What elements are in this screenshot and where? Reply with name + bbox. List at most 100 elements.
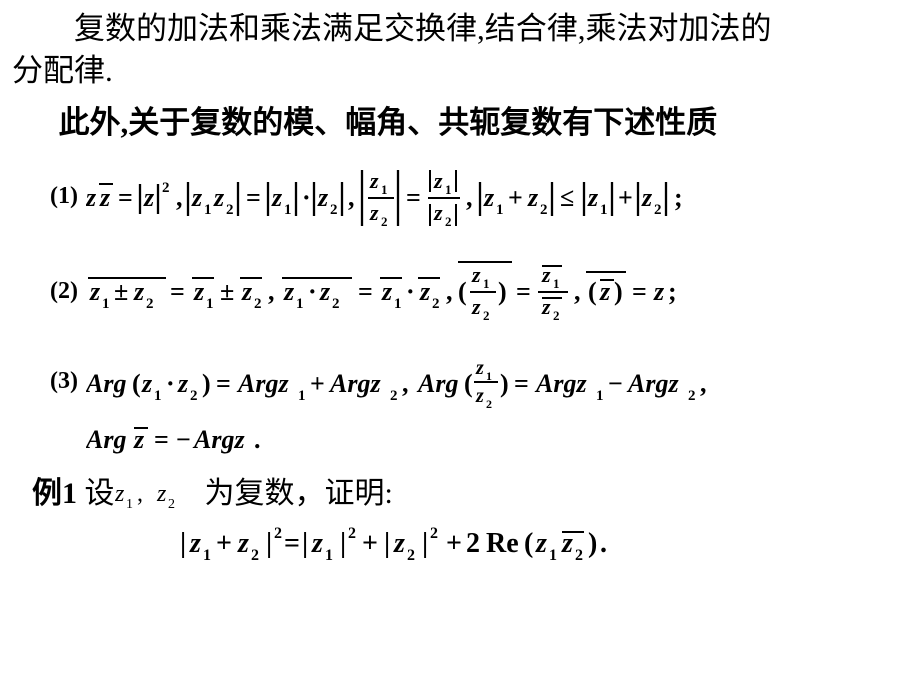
svg-text:2: 2 (483, 308, 490, 323)
svg-text:,: , (137, 481, 143, 507)
svg-text:Argz: Argz (192, 425, 245, 454)
example-setup: 例1 设 z 1 , z 2 为复数，证明: (0, 464, 920, 515)
svg-text:z: z (599, 277, 611, 306)
example-setup-before: 设 (77, 477, 115, 510)
svg-text:·: · (308, 277, 317, 306)
svg-text:2: 2 (430, 525, 438, 542)
svg-text:2: 2 (330, 202, 338, 218)
svg-text:2: 2 (251, 547, 259, 564)
svg-text:·: · (406, 277, 415, 306)
svg-text:+: + (446, 528, 462, 559)
svg-text:+: + (362, 528, 378, 559)
svg-text:1: 1 (206, 296, 214, 312)
svg-text:1: 1 (298, 388, 306, 404)
svg-text:Argz: Argz (328, 369, 381, 398)
svg-text:2: 2 (575, 547, 583, 564)
svg-text:z: z (191, 183, 203, 212)
svg-text:,: , (348, 183, 355, 212)
svg-text:z: z (99, 183, 111, 212)
intro-line2: 分配律. (0, 50, 920, 98)
svg-text:,: , (700, 369, 707, 398)
svg-text:−: − (176, 425, 191, 454)
svg-text:1: 1 (204, 202, 212, 218)
svg-text:z: z (193, 277, 205, 306)
svg-text:2: 2 (254, 296, 262, 312)
svg-text:2: 2 (390, 388, 398, 404)
svg-text:2: 2 (190, 388, 198, 404)
svg-text:1: 1 (553, 276, 560, 291)
svg-text:1: 1 (154, 388, 162, 404)
svg-text:Arg: Arg (416, 369, 458, 398)
svg-text:z: z (541, 262, 551, 287)
svg-text:z: z (311, 528, 323, 559)
svg-text:z: z (641, 183, 653, 212)
svg-text:z: z (535, 528, 547, 559)
svg-text:1: 1 (381, 182, 388, 197)
property-2-formula: z 1 ± z 2 = z 1 ± z 2 , z 1 · z 2 = z 1 … (86, 256, 856, 328)
svg-text:Arg: Arg (86, 369, 126, 398)
svg-text:1: 1 (284, 202, 292, 218)
property-2-row: (2) z 1 ± z 2 = z 1 ± z 2 , z 1 · z 2 = (0, 244, 920, 340)
svg-text:z: z (471, 262, 481, 287)
svg-text:=: = (632, 277, 647, 306)
svg-text:z: z (156, 481, 167, 507)
svg-text:z: z (283, 277, 295, 306)
svg-text:): ) (500, 369, 509, 398)
svg-text:.: . (600, 528, 607, 559)
intro-line1: 复数的加法和乘法满足交换律,结合律,乘法对加法的 (0, 0, 920, 50)
property-1-formula: z z = z 2 , z 1 z 2 = z 1 · z 2 , (86, 162, 856, 232)
svg-text:=: = (246, 183, 261, 212)
svg-text:z: z (561, 528, 573, 559)
svg-text:z: z (475, 357, 484, 379)
example-label: 例1 (32, 477, 77, 510)
svg-text:2: 2 (553, 308, 560, 323)
svg-text:1: 1 (596, 388, 604, 404)
svg-text:z: z (189, 528, 201, 559)
svg-text:2: 2 (654, 202, 662, 218)
svg-text:|: | (340, 528, 346, 559)
svg-text:+: + (310, 369, 325, 398)
svg-text:±: ± (114, 277, 128, 306)
svg-text:z: z (319, 277, 331, 306)
svg-text:z: z (141, 369, 153, 398)
property-2-label: (2) (50, 275, 78, 307)
svg-text:z: z (381, 277, 393, 306)
svg-text:1: 1 (483, 276, 490, 291)
property-3-row: (3) Arg ( z 1 · z 2 ) = Argz 1 + Argz 2 … (0, 340, 920, 414)
svg-text:.: . (254, 425, 261, 454)
property-3-formula-line2: Arg z = − Argz . (86, 416, 386, 460)
svg-text:z: z (317, 183, 329, 212)
svg-text:=: = (216, 369, 231, 398)
example-z1z2: z 1 , z 2 (115, 481, 205, 511)
svg-text:z: z (241, 277, 253, 306)
svg-text:2: 2 (540, 202, 548, 218)
svg-text:=: = (154, 425, 169, 454)
example-claim-formula: | z 1 + z 2 | 2 = | z 1 | 2 + | z 2 | 2 … (180, 520, 740, 566)
svg-text:z: z (541, 294, 551, 319)
svg-text:z: z (433, 200, 443, 225)
svg-text:z: z (133, 425, 145, 454)
svg-text:·: · (166, 369, 175, 398)
svg-text:;: ; (674, 183, 683, 212)
svg-text:): ) (202, 369, 211, 398)
svg-text:Arg: Arg (86, 425, 126, 454)
svg-text:|: | (384, 528, 390, 559)
svg-text:−: − (608, 369, 623, 398)
svg-text:1: 1 (203, 547, 211, 564)
svg-text:z: z (471, 294, 481, 319)
svg-text:=: = (516, 277, 531, 306)
svg-text:z: z (393, 528, 405, 559)
svg-text:z: z (86, 183, 97, 212)
svg-text:;: ; (668, 277, 677, 306)
svg-text:=: = (118, 183, 133, 212)
svg-text:2: 2 (407, 547, 415, 564)
svg-text:|: | (302, 528, 308, 559)
svg-text:=: = (284, 528, 300, 559)
svg-text:z: z (115, 481, 125, 507)
svg-text:z: z (369, 168, 379, 193)
svg-text:): ) (614, 277, 623, 306)
svg-text:1: 1 (445, 182, 452, 197)
svg-text:(: ( (464, 369, 473, 398)
svg-text:|: | (180, 528, 186, 559)
svg-text:z: z (475, 385, 484, 407)
